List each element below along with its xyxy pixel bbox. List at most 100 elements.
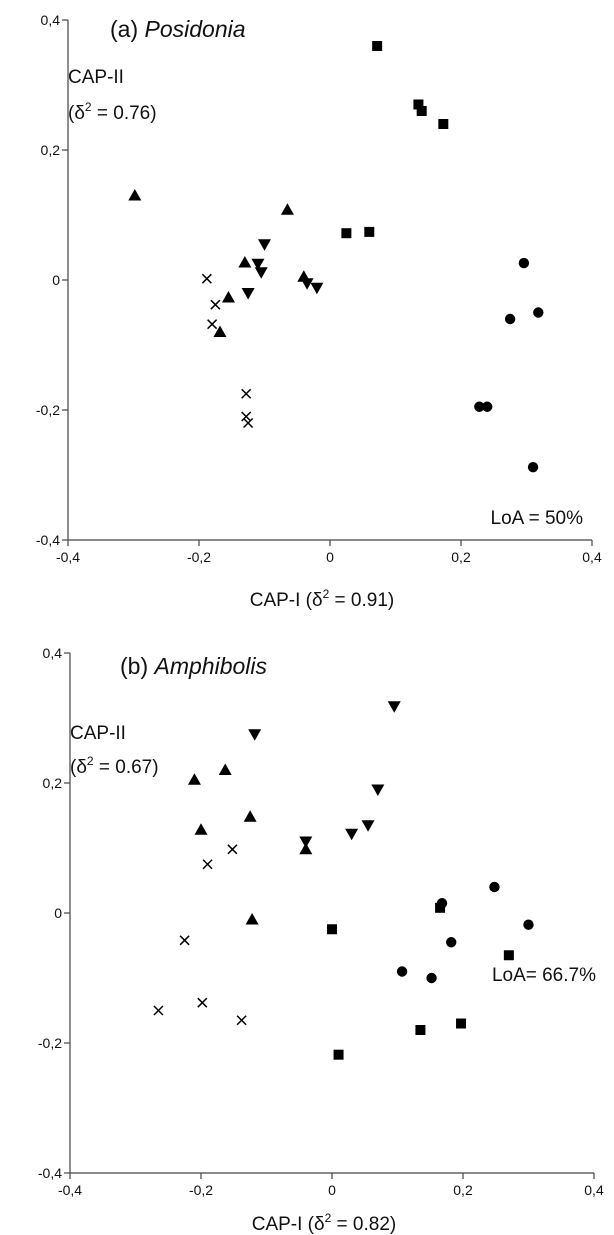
point-circle	[446, 937, 457, 948]
point-triangle-up	[194, 823, 208, 835]
point-circle	[436, 898, 448, 909]
point-triangle-down	[248, 729, 262, 741]
point-cross	[241, 388, 252, 399]
series-circle	[474, 257, 544, 473]
y-axis-label-sub: (δ2 = 0.67)	[70, 754, 159, 778]
point-circle	[518, 257, 530, 269]
panel-title: (b) Amphibolis	[120, 653, 267, 679]
point-cross	[241, 411, 252, 422]
x-tick-label: 0,2	[453, 1182, 473, 1198]
y-tick-label: 0,4	[43, 645, 63, 661]
x-tick-label: 0,4	[584, 1182, 604, 1198]
point-triangle-up	[213, 325, 227, 337]
point-circle	[523, 919, 534, 930]
point-square	[364, 226, 375, 237]
y-tick-label: -0,4	[36, 532, 60, 548]
x-tick-label: 0	[328, 1182, 336, 1198]
point-circle	[396, 966, 408, 977]
x-tick-label: 0	[326, 549, 334, 565]
y-axis-label: CAP-II	[70, 723, 126, 744]
point-cross	[179, 935, 190, 946]
series-triangle-down	[248, 701, 401, 848]
point-triangle-down	[310, 282, 324, 295]
point-cross	[153, 1005, 164, 1016]
x-tick-label: 0,4	[582, 549, 602, 565]
point-square	[327, 924, 337, 935]
point-square	[503, 950, 514, 961]
point-cross	[210, 299, 221, 310]
point-cross	[243, 417, 254, 429]
point-triangle-down	[345, 828, 359, 841]
panel-title-species: Posidonia	[145, 16, 246, 42]
point-triangle-down	[300, 278, 314, 290]
point-triangle-up	[221, 291, 235, 303]
point-square	[341, 228, 352, 239]
point-triangle-up	[299, 842, 313, 855]
loa-annotation: LoA= 66.7%	[492, 965, 596, 986]
point-triangle-up	[245, 913, 259, 925]
point-cross	[202, 859, 213, 870]
point-triangle-up	[280, 203, 294, 215]
point-square	[438, 119, 449, 129]
loa-annotation: LoA = 50%	[491, 508, 584, 529]
point-cross	[207, 319, 218, 330]
series-triangle-up	[187, 763, 313, 925]
y-tick-label: -0,4	[38, 1165, 62, 1181]
point-triangle-down	[299, 836, 313, 848]
point-triangle-down	[361, 820, 375, 832]
point-cross	[236, 1015, 247, 1026]
y-tick-label: -0,2	[38, 1035, 62, 1051]
x-tick-label: 0,2	[451, 549, 471, 565]
y-tick-label: 0,4	[41, 12, 61, 28]
y-axis-label: CAP-II	[68, 67, 124, 88]
x-tick-label: -0,4	[58, 1182, 82, 1198]
series-triangle-down	[241, 239, 324, 300]
x-tick-label: -0,2	[189, 1182, 213, 1198]
point-square	[415, 1025, 426, 1035]
panel-a: -0,4 -0,2 0 0,2 0,4 0,4 0,2 0 -0,2 -0,4 (a) Posido…	[36, 12, 602, 611]
y-axis-label-sub: (δ2 = 0.76)	[68, 100, 157, 124]
y-tick-label: 0	[52, 272, 60, 288]
point-cross	[197, 997, 208, 1008]
x-axis-label: CAP-I (δ2 = 0.82)	[252, 1211, 397, 1235]
point-triangle-up	[187, 773, 201, 785]
point-square	[372, 41, 383, 51]
y-tick-label: 0,2	[43, 775, 63, 791]
point-circle	[527, 462, 539, 473]
point-triangle-up	[218, 763, 232, 775]
x-tick-label: -0,2	[187, 549, 211, 565]
point-circle	[426, 972, 437, 984]
point-circle	[474, 401, 485, 412]
point-cross	[227, 844, 238, 855]
panel-title-prefix: (a)	[110, 16, 145, 42]
series-square	[341, 41, 449, 239]
x-axis-label: CAP-I (δ2 = 0.91)	[250, 587, 395, 611]
point-circle	[482, 401, 493, 412]
point-circle	[533, 307, 544, 318]
y-tick-label: 0,2	[41, 142, 61, 158]
point-triangle-down	[251, 258, 265, 271]
point-cross	[201, 273, 212, 284]
point-square	[416, 106, 427, 116]
panel-title-species: Amphibolis	[153, 653, 268, 679]
series-circle	[396, 881, 534, 984]
x-tick-label: -0,4	[56, 549, 80, 565]
y-tick-label: -0,2	[36, 402, 60, 418]
panel-b: -0,4 -0,2 0 0,2 0,4 0,4 0,2 0 -0,2 -0,4 (b) Amphib…	[38, 645, 604, 1235]
point-square	[456, 1018, 467, 1029]
series-square	[327, 902, 514, 1060]
series-cross	[153, 844, 247, 1026]
point-square	[413, 99, 424, 110]
panel-title: (a) Posidonia	[110, 16, 246, 42]
point-triangle-down	[241, 288, 255, 300]
point-triangle-up	[243, 810, 257, 822]
point-circle	[489, 881, 500, 893]
point-triangle-up	[128, 189, 142, 201]
point-square	[333, 1049, 344, 1060]
point-triangle-down	[258, 239, 271, 251]
point-triangle-down	[387, 701, 401, 713]
point-triangle-up	[238, 255, 252, 268]
point-triangle-down	[254, 267, 268, 279]
